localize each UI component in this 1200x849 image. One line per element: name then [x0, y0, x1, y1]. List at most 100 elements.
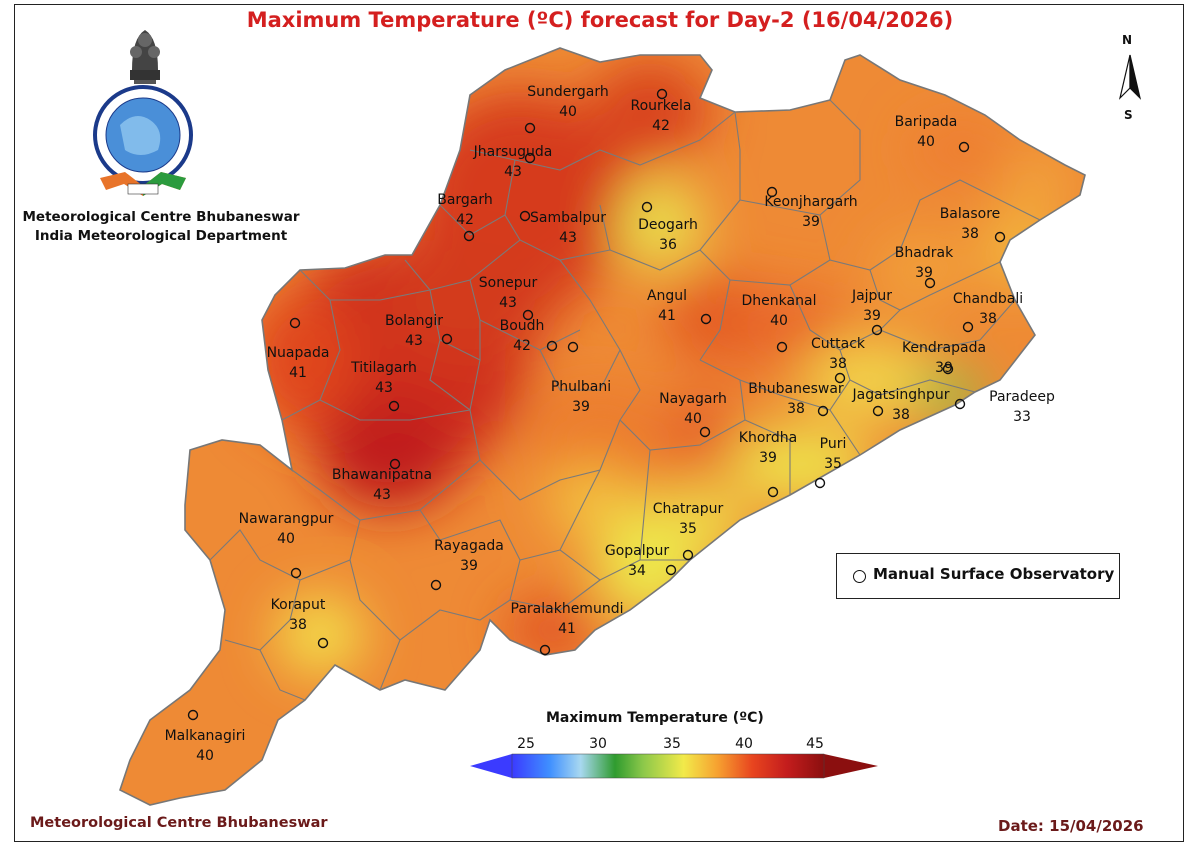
- temperature-field: [120, 48, 1085, 805]
- station-marker-icon: [519, 210, 531, 222]
- station-name: Cuttack: [811, 336, 866, 352]
- station-marker-icon: [656, 88, 668, 100]
- station-temperature: 34: [628, 563, 646, 579]
- station-angul: Angul 41: [647, 288, 712, 325]
- station-koraput: Koraput 38: [271, 597, 329, 649]
- station-temperature: 38: [787, 401, 805, 417]
- station-temperature: 39: [572, 399, 590, 415]
- station-marker-icon: [641, 201, 653, 213]
- station-temperature: 38: [829, 356, 847, 372]
- colorbar-tick: 40: [735, 736, 753, 752]
- station-name: Rayagada: [434, 538, 504, 554]
- station-rayagada: Rayagada 39: [430, 538, 504, 591]
- station-nawarangpur: Nawarangpur 40: [239, 511, 334, 579]
- station-marker-icon: [834, 372, 846, 384]
- station-temperature: 40: [277, 531, 295, 547]
- station-bhawanipatna: Bhawanipatna 43: [332, 458, 432, 503]
- station-paralakhemundi: Paralakhemundi 41: [511, 601, 623, 656]
- station-temperature: 42: [652, 118, 670, 134]
- station-name: Bhubaneswar: [748, 381, 844, 397]
- colorbar: [470, 753, 878, 779]
- station-marker-icon: [766, 186, 778, 198]
- station-name: Malkanagiri: [165, 728, 246, 744]
- station-bhubaneswar: Bhubaneswar 38: [748, 381, 844, 417]
- station-name: Nawarangpur: [239, 511, 334, 527]
- station-temperature: 43: [375, 380, 393, 396]
- org-line1: Meteorological Centre Bhubaneswar: [22, 209, 300, 225]
- station-name: Jajpur: [851, 288, 892, 304]
- colorbar-tick: 35: [663, 736, 681, 752]
- legend-box: Manual Surface Observatory: [836, 553, 1120, 599]
- station-chatrapur: Chatrapur 35: [653, 501, 724, 561]
- station-titilagarh: Titilagarh 43: [350, 360, 417, 412]
- organization-block: Meteorological Centre Bhubaneswar India …: [16, 208, 306, 246]
- station-marker-icon: [767, 486, 779, 498]
- station-temperature: 38: [892, 407, 910, 423]
- station-name: Boudh: [500, 318, 545, 334]
- station-boudh: Boudh 42: [500, 318, 558, 354]
- north-label: N: [1122, 33, 1133, 47]
- station-sonepur: Sonepur 43: [479, 275, 538, 321]
- station-name: Baripada: [895, 114, 958, 130]
- station-name: Titilagarh: [350, 360, 417, 376]
- ashoka-emblem-icon: [130, 30, 160, 84]
- station-name: Koraput: [271, 597, 326, 613]
- station-name: Phulbani: [551, 379, 611, 395]
- title-text: Maximum Temperature (ºC) forecast for Da…: [246, 8, 954, 32]
- station-temperature: 39: [915, 265, 933, 281]
- station-temperature: 33: [1013, 409, 1031, 425]
- station-balasore: Balasore 38: [940, 206, 1006, 243]
- station-name: Jagatsinghpur: [852, 387, 950, 403]
- station-temperature: 40: [559, 104, 577, 120]
- station-nuapada: Nuapada 41: [267, 317, 330, 381]
- station-marker-icon: [187, 709, 199, 721]
- station-bhadrak: Bhadrak 39: [895, 245, 954, 289]
- page-frame: [14, 4, 1184, 842]
- station-temperature: 40: [196, 748, 214, 764]
- station-name: Deogarh: [638, 217, 698, 233]
- station-marker-icon: [290, 567, 302, 579]
- station-temperature: 43: [405, 333, 423, 349]
- station-name: Nuapada: [267, 345, 330, 361]
- station-temperature: 42: [513, 338, 531, 354]
- colorbar-tick: 25: [517, 736, 535, 752]
- station-name: Dhenkanal: [742, 293, 817, 309]
- station-marker-icon: [871, 324, 883, 336]
- station-temperature: 40: [770, 313, 788, 329]
- station-temperature: 39: [863, 308, 881, 324]
- south-label: S: [1124, 108, 1133, 122]
- station-deogarh: Deogarh 36: [638, 201, 698, 253]
- station-marker-icon: [958, 141, 970, 153]
- station-marker-icon: [539, 644, 551, 656]
- station-name: Bhadrak: [895, 245, 954, 261]
- station-name: Chandbali: [953, 291, 1023, 307]
- station-name: Gopalpur: [605, 543, 670, 559]
- station-temperature: 43: [559, 230, 577, 246]
- station-nayagarh: Nayagarh 40: [659, 391, 727, 438]
- station-temperature: 41: [289, 365, 307, 381]
- station-temperature: 38: [961, 226, 979, 242]
- station-name: Balasore: [940, 206, 1001, 222]
- station-temperature: 39: [460, 558, 478, 574]
- station-phulbani: Phulbani 39: [551, 341, 611, 415]
- stations-layer: Sundergarh 40 Rourkela 42 Jharsuguda 43 Bargar…: [165, 84, 1055, 764]
- station-temperature: 36: [659, 237, 677, 253]
- footer-date: Date: 15/04/2026: [998, 817, 1144, 835]
- station-temperature: 38: [289, 617, 307, 633]
- station-temperature: 39: [759, 450, 777, 466]
- station-symbol-icon: [853, 570, 866, 583]
- station-marker-icon: [700, 313, 712, 325]
- station-dhenkanal: Dhenkanal 40: [742, 293, 817, 353]
- station-marker-icon: [430, 579, 442, 591]
- station-name: Angul: [647, 288, 687, 304]
- station-name: Sonepur: [479, 275, 538, 291]
- station-temperature: 43: [504, 164, 522, 180]
- station-marker-icon: [776, 341, 788, 353]
- station-temperature: 43: [499, 295, 517, 311]
- station-marker-icon: [388, 400, 400, 412]
- station-name: Sambalpur: [530, 210, 606, 226]
- station-marker-icon: [524, 152, 536, 164]
- station-marker-icon: [814, 477, 826, 489]
- org-line2: India Meteorological Department: [34, 228, 288, 244]
